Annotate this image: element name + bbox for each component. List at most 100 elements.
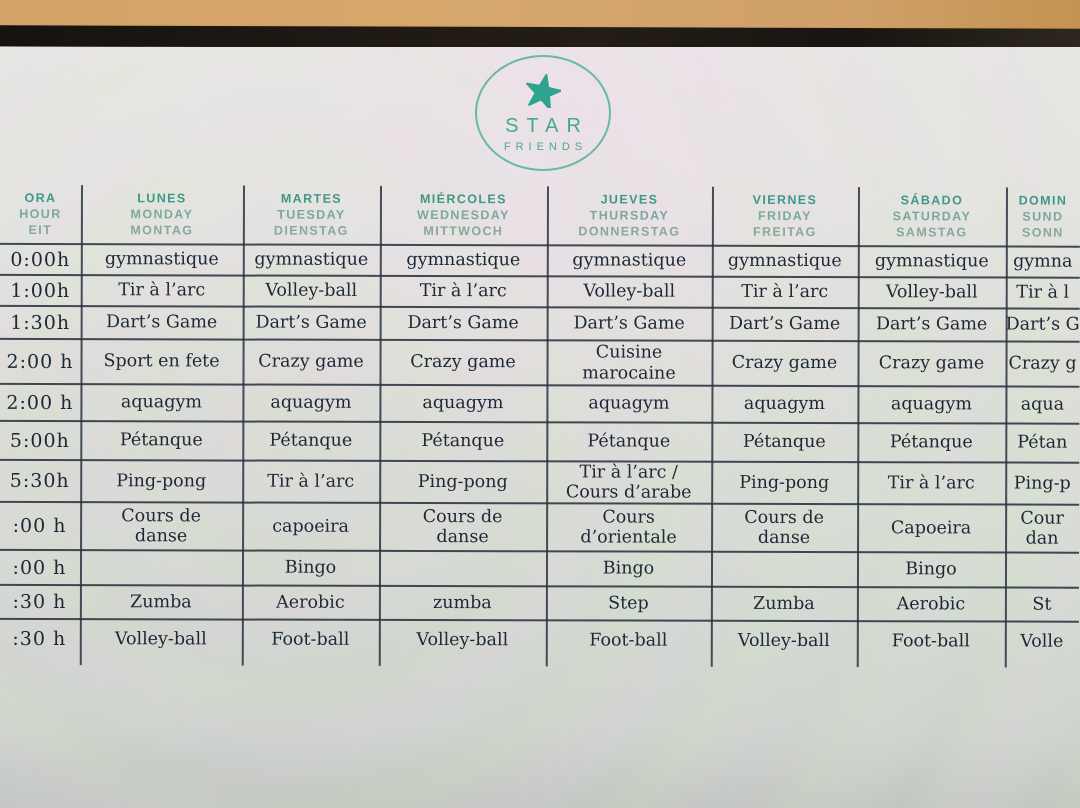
- activity-cell: Pétanque: [421, 431, 505, 452]
- activity-cell: Pétanque: [889, 432, 973, 453]
- activity-cell: [1005, 554, 1079, 587]
- table-row: 5:00h Pétanque Pétanque Pétanque Pétanque Pét…: [0, 421, 1080, 464]
- day-name-de: SONN: [1022, 225, 1064, 240]
- activity-cell: Volley-ball: [583, 281, 676, 303]
- activity-cell: Crazy game: [878, 353, 985, 374]
- activity-cell: Tir à l’arc: [741, 282, 829, 303]
- day-name-es: MARTES: [280, 191, 343, 206]
- activity-cell: gymnastique: [406, 250, 521, 271]
- activity-cell: gymnastique: [572, 250, 687, 272]
- time-header-de: EIT: [28, 223, 53, 238]
- activity-cell: aquagym: [120, 392, 202, 413]
- day-name-de: MONTAG: [130, 223, 194, 238]
- activity-cell: Dart’s G: [1005, 314, 1080, 336]
- activity-cell: Tir à l: [1016, 282, 1070, 304]
- activity-cell: Foot-ball: [589, 630, 668, 651]
- activity-cell: Dart’s Game: [573, 313, 685, 335]
- day-header-saturday: SÁBADO SATURDAY SAMSTAG: [858, 187, 1006, 245]
- activity-cell: Pétanque: [119, 430, 203, 451]
- activity-cell: Crazy game: [258, 352, 364, 373]
- activity-cell: Foot-ball: [271, 629, 350, 650]
- time-cell: :00 h: [12, 556, 67, 579]
- table-row: 1:30h Dart’s Game Dart’s Game Dart’s Game Da…: [0, 306, 1080, 343]
- day-header-tuesday: MARTES TUESDAY DIENSTAG: [243, 186, 380, 244]
- activity-cell: Cuisine marocaine: [582, 342, 676, 384]
- activity-cell: Sport en fete: [103, 351, 220, 372]
- time-cell: 2:00 h: [6, 391, 74, 414]
- activity-cell: St: [1032, 594, 1052, 615]
- activity-cell: Ping-pong: [417, 471, 508, 493]
- activity-cell: Zumba: [753, 593, 815, 614]
- activity-cell: Aerobic: [896, 594, 966, 615]
- time-cell: 5:30h: [9, 469, 70, 493]
- activity-cell: Volle: [1020, 631, 1064, 652]
- activity-cell: Dart’s Game: [255, 313, 367, 334]
- day-name-es: DOMIN: [1018, 193, 1068, 208]
- activity-cell: Cours de danse: [744, 507, 824, 549]
- activity-cell: Volley-ball: [416, 629, 509, 651]
- time-column-header: ORA HOUR EIT: [0, 185, 81, 243]
- tv-screen: STAR FRIENDS ORA HOUR EIT LUNES MONDAY M…: [0, 47, 1080, 808]
- table-header-row: ORA HOUR EIT LUNES MONDAY MONTAG MARTES …: [0, 184, 1080, 248]
- activity-cell: Cour dan: [1020, 508, 1064, 549]
- time-cell: :30 h: [12, 627, 67, 651]
- table-row: :00 h Bingo Bingo Bingo: [0, 550, 1080, 589]
- activity-cell: Zumba: [130, 592, 192, 613]
- activity-cell: gymnastique: [727, 251, 842, 272]
- table-row: :30 h Zumba Aerobic zumba Step Zumba Aerobic St: [0, 585, 1079, 623]
- day-name-es: SÁBADO: [900, 192, 964, 208]
- activity-cell: gymna: [1013, 251, 1073, 273]
- time-cell: 5:00h: [9, 429, 70, 452]
- activity-cell: Aerobic: [276, 592, 345, 613]
- day-name-de: DONNERSTAG: [578, 224, 681, 239]
- logo-text-star: STAR: [505, 114, 589, 137]
- activity-cell: aquagym: [588, 393, 670, 415]
- activity-cell: aqua: [1020, 395, 1065, 416]
- table-row: :00 h Cours de danse capoeira Cours de dans…: [0, 502, 1080, 554]
- activity-cell: Dart’s Game: [407, 313, 519, 334]
- day-header-wednesday: MIÉRCOLES WEDNESDAY MITTWOCH: [380, 186, 547, 244]
- activity-cell: Pétanque: [742, 432, 826, 453]
- time-cell: 2:00 h: [6, 350, 74, 373]
- day-name-en: MONDAY: [130, 207, 194, 222]
- starfish-icon: [525, 73, 562, 113]
- star-friends-logo: STAR FRIENDS: [475, 55, 611, 171]
- activity-cell: Cours de danse: [422, 506, 503, 548]
- day-header-sunday: DOMIN SUND SONN: [1006, 188, 1080, 246]
- activity-cell: Tir à l’arc: [118, 280, 206, 301]
- time-cell: 0:00h: [10, 248, 71, 271]
- activity-cell: Tir à l’arc: [887, 473, 975, 494]
- day-name-de: MITTWOCH: [423, 224, 504, 239]
- day-header-thursday: JUEVES THURSDAY DONNERSTAG: [547, 186, 712, 244]
- table-row: 2:00 h Sport en fete Crazy game Crazy game C…: [0, 339, 1080, 388]
- activity-cell: gymnastique: [874, 251, 989, 272]
- activity-cell: aquagym: [890, 394, 972, 415]
- day-name-es: JUEVES: [600, 192, 659, 207]
- day-name-es: MIÉRCOLES: [419, 191, 507, 206]
- activity-cell: Crazy game: [410, 352, 516, 373]
- activity-cell: Foot-ball: [891, 631, 970, 652]
- table-row: 2:00 h aquagym aquagym aquagym aquagym aquagy…: [0, 384, 1080, 425]
- time-header-en: HOUR: [19, 206, 62, 221]
- day-name-en: TUESDAY: [277, 207, 346, 222]
- activity-cell: Tir à l’arc: [267, 471, 355, 492]
- day-name-en: SUND: [1022, 209, 1064, 224]
- activity-cell: zumba: [433, 592, 492, 614]
- schedule-body: 0:00h gymnastique gymnastique gymnastique gy…: [0, 244, 1080, 661]
- time-cell: 1:30h: [10, 311, 71, 334]
- day-name-es: LUNES: [137, 190, 187, 206]
- activity-cell: [379, 552, 546, 585]
- time-header-es: ORA: [24, 190, 57, 205]
- table-row: :30 h Volley-ball Foot-ball Volley-ball Foot…: [0, 620, 1079, 661]
- activity-cell: Dart’s Game: [875, 314, 988, 335]
- activity-cell: aquagym: [743, 394, 825, 415]
- activity-cell: Pétanque: [587, 431, 671, 453]
- activity-cell: Pétan: [1017, 432, 1068, 454]
- activity-cell: Crazy g: [1008, 353, 1077, 375]
- activity-cell: Volley-ball: [114, 629, 207, 650]
- activity-cell: Volley-ball: [885, 282, 978, 303]
- activity-cell: Bingo: [284, 558, 337, 579]
- activity-cell: Bingo: [905, 559, 957, 580]
- activity-cell: Capoeira: [890, 518, 972, 539]
